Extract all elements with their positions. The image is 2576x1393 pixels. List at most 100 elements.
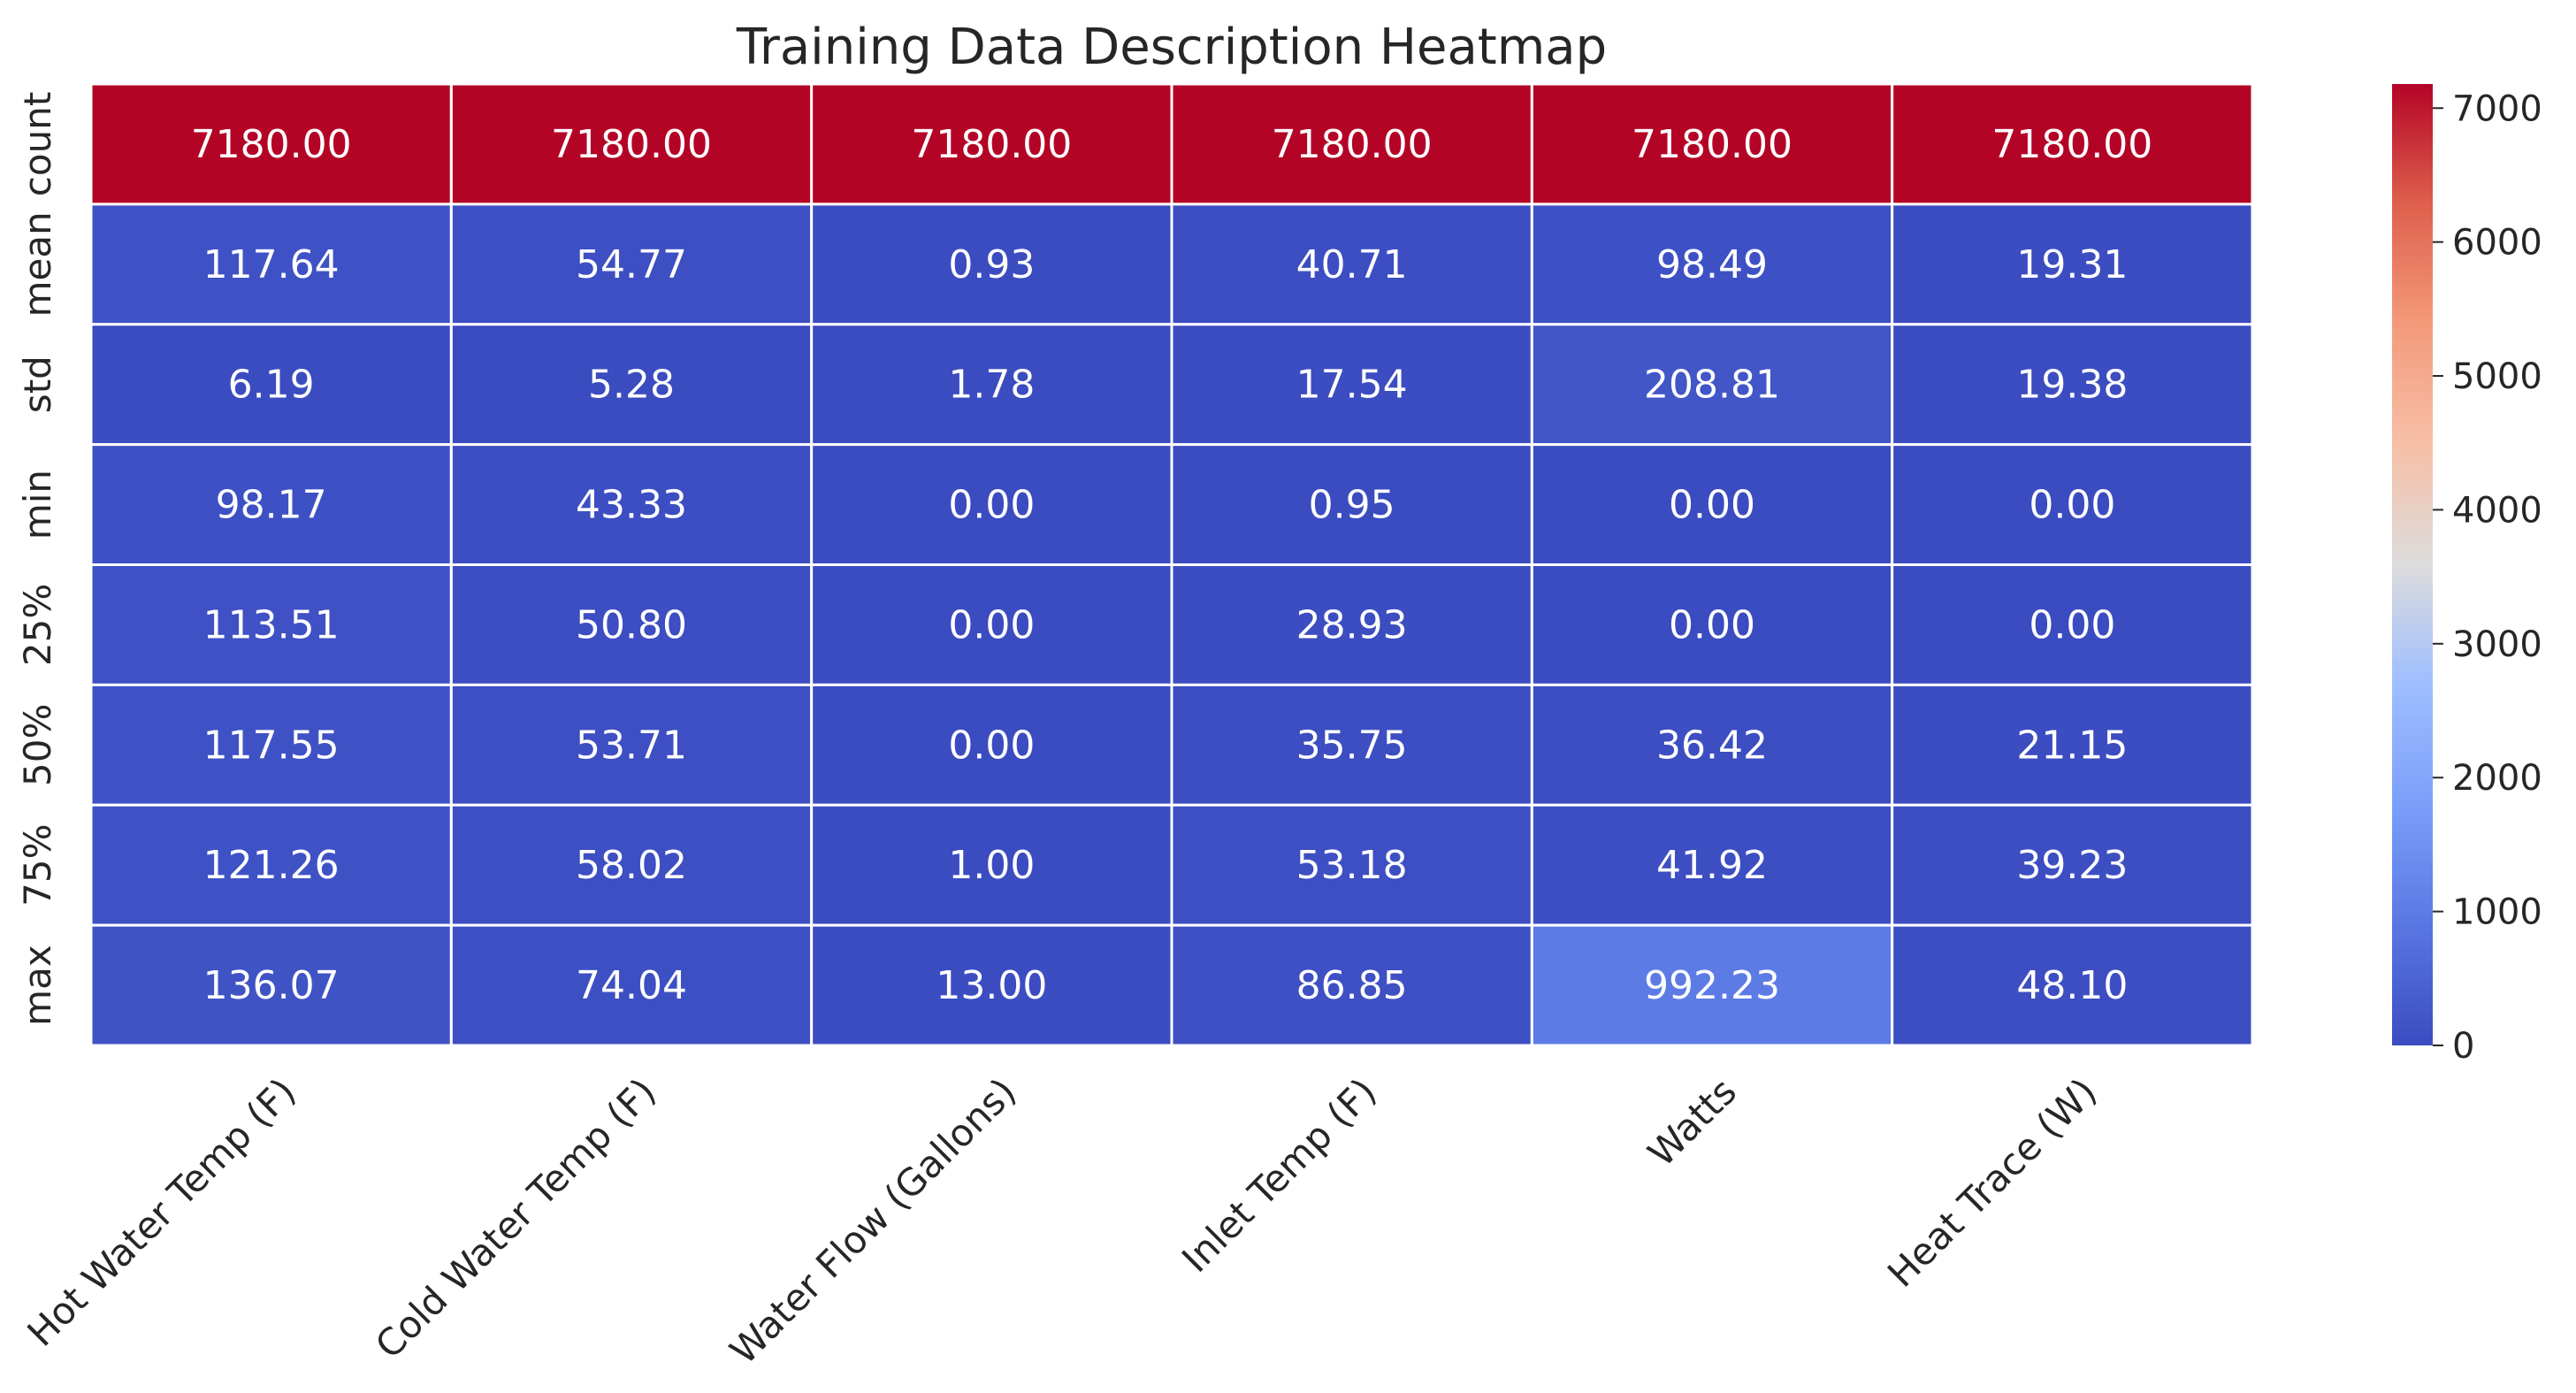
heatmap-cell xyxy=(89,443,453,566)
y-tick-label: std xyxy=(16,356,59,413)
cell-value-label: 7180.00 xyxy=(911,122,1072,167)
y-tick-labels: count mean std min 25% 50% 75% max xyxy=(16,92,59,1026)
heatmap-cell xyxy=(1530,563,1894,686)
cell-value-label: 0.00 xyxy=(2029,483,2115,528)
cell-value-label: 54.77 xyxy=(576,242,687,287)
colorbar-tick-label: 1000 xyxy=(2452,892,2542,933)
cell-value-label: 41.92 xyxy=(1656,843,1768,888)
x-tick-label: Watts xyxy=(1640,1069,1745,1175)
cell-value-label: 6.19 xyxy=(228,363,315,408)
heatmap-cell xyxy=(1170,82,1533,206)
cell-value-label: 0.00 xyxy=(1669,602,1755,647)
y-tick-label: 25% xyxy=(16,584,59,666)
cell-value-label: 39.23 xyxy=(2016,843,2128,888)
heatmap-cell xyxy=(449,803,814,927)
heatmap-cell xyxy=(1891,82,2254,206)
x-tick-label: Cold Water Temp (F) xyxy=(367,1069,664,1366)
heatmap-cell xyxy=(810,923,1173,1047)
y-tick-label: 75% xyxy=(16,824,59,907)
cell-value-label: 50.80 xyxy=(576,602,687,647)
heatmap-cell xyxy=(1530,323,1894,447)
cell-value-label: 0.00 xyxy=(948,483,1035,528)
heatmap-cell-labels: 7180.00 7180.00 7180.00 7180.00 7180.00 7180.… xyxy=(191,122,2153,1008)
cell-value-label: 43.33 xyxy=(576,483,687,528)
cell-value-label: 86.85 xyxy=(1296,963,1408,1008)
heatmap-cell xyxy=(1170,203,1533,326)
heatmap-cell xyxy=(1891,683,2254,807)
cell-value-label: 13.00 xyxy=(936,963,1047,1008)
colorbar-gradient xyxy=(2392,84,2433,1045)
cell-value-label: 1.00 xyxy=(948,843,1035,888)
colorbar-tick-label: 4000 xyxy=(2452,490,2542,531)
cell-value-label: 5.28 xyxy=(588,363,675,408)
cell-value-label: 0.00 xyxy=(948,723,1035,768)
heatmap-cell xyxy=(1170,443,1533,566)
heatmap-cell xyxy=(449,82,814,206)
heatmap-cell xyxy=(89,923,453,1047)
cell-value-label: 40.71 xyxy=(1296,242,1408,287)
x-tick-label: Hot Water Temp (F) xyxy=(19,1069,303,1354)
y-tick-label: 50% xyxy=(16,704,59,786)
y-tick-label: count xyxy=(16,92,59,197)
cell-value-label: 53.18 xyxy=(1296,843,1408,888)
cell-value-label: 117.55 xyxy=(203,723,340,768)
cell-value-label: 0.95 xyxy=(1309,483,1395,528)
heatmap-cell xyxy=(89,683,453,807)
colorbar-tick-label: 0 xyxy=(2452,1026,2474,1067)
colorbar: 0 1000 2000 3000 4000 5000 6000 7000 xyxy=(2392,84,2542,1067)
cell-value-label: 7180.00 xyxy=(1632,122,1792,167)
cell-value-label: 992.23 xyxy=(1644,963,1780,1008)
cell-value-label: 136.07 xyxy=(203,963,340,1008)
cell-value-label: 7180.00 xyxy=(191,122,352,167)
colorbar-tick-label: 2000 xyxy=(2452,758,2542,799)
heatmap-cell xyxy=(1891,203,2254,326)
cell-value-label: 35.75 xyxy=(1296,723,1408,768)
heatmap-cell xyxy=(1891,803,2254,927)
cell-value-label: 7180.00 xyxy=(551,122,712,167)
heatmap-cells xyxy=(89,82,2254,1047)
cell-value-label: 7180.00 xyxy=(1991,122,2152,167)
cell-value-label: 0.00 xyxy=(2029,602,2115,647)
colorbar-tick-label: 6000 xyxy=(2452,223,2542,264)
heatmap-cell xyxy=(1530,443,1894,566)
chart-title: Training Data Description Heatmap xyxy=(736,19,1607,76)
x-tick-label: Heat Trace (W) xyxy=(1879,1069,2105,1295)
heatmap-cell xyxy=(89,563,453,686)
heatmap-cell xyxy=(1891,563,2254,686)
heatmap-cell xyxy=(1170,803,1533,927)
cell-value-label: 21.15 xyxy=(2016,723,2128,768)
heatmap-cell xyxy=(1891,443,2254,566)
heatmap-cell xyxy=(449,443,814,566)
cell-value-label: 28.93 xyxy=(1296,602,1408,647)
heatmap-cell xyxy=(1891,923,2254,1047)
cell-value-label: 1.78 xyxy=(948,363,1035,408)
heatmap-cell xyxy=(1530,923,1894,1047)
heatmap-cell xyxy=(449,323,814,447)
cell-value-label: 7180.00 xyxy=(1272,122,1433,167)
heatmap-cell xyxy=(1891,323,2254,447)
cell-value-label: 0.93 xyxy=(948,242,1035,287)
cell-value-label: 17.54 xyxy=(1296,363,1408,408)
x-tick-labels: Hot Water Temp (F) Cold Water Temp (F) Wat… xyxy=(19,1069,2105,1372)
heatmap-cell xyxy=(449,203,814,326)
cell-value-label: 36.42 xyxy=(1656,723,1768,768)
heatmap-cell xyxy=(89,82,453,206)
y-tick-label: min xyxy=(16,470,59,540)
cell-value-label: 0.00 xyxy=(1669,483,1755,528)
colorbar-tick-label: 7000 xyxy=(2452,88,2542,129)
y-tick-label: max xyxy=(16,945,59,1026)
heatmap-cell xyxy=(89,803,453,927)
cell-value-label: 53.71 xyxy=(576,723,687,768)
colorbar-tick-label: 3000 xyxy=(2452,624,2542,665)
cell-value-label: 117.64 xyxy=(203,242,340,287)
cell-value-label: 58.02 xyxy=(576,843,687,888)
colorbar-tick-label: 5000 xyxy=(2452,356,2542,397)
cell-value-label: 19.38 xyxy=(2016,363,2128,408)
cell-value-label: 48.10 xyxy=(2016,963,2128,1008)
heatmap-cell xyxy=(810,82,1173,206)
y-tick-label: mean xyxy=(16,211,59,317)
x-tick-label: Inlet Temp (F) xyxy=(1173,1069,1385,1281)
cell-value-label: 98.17 xyxy=(216,483,327,528)
cell-value-label: 208.81 xyxy=(1644,363,1780,408)
